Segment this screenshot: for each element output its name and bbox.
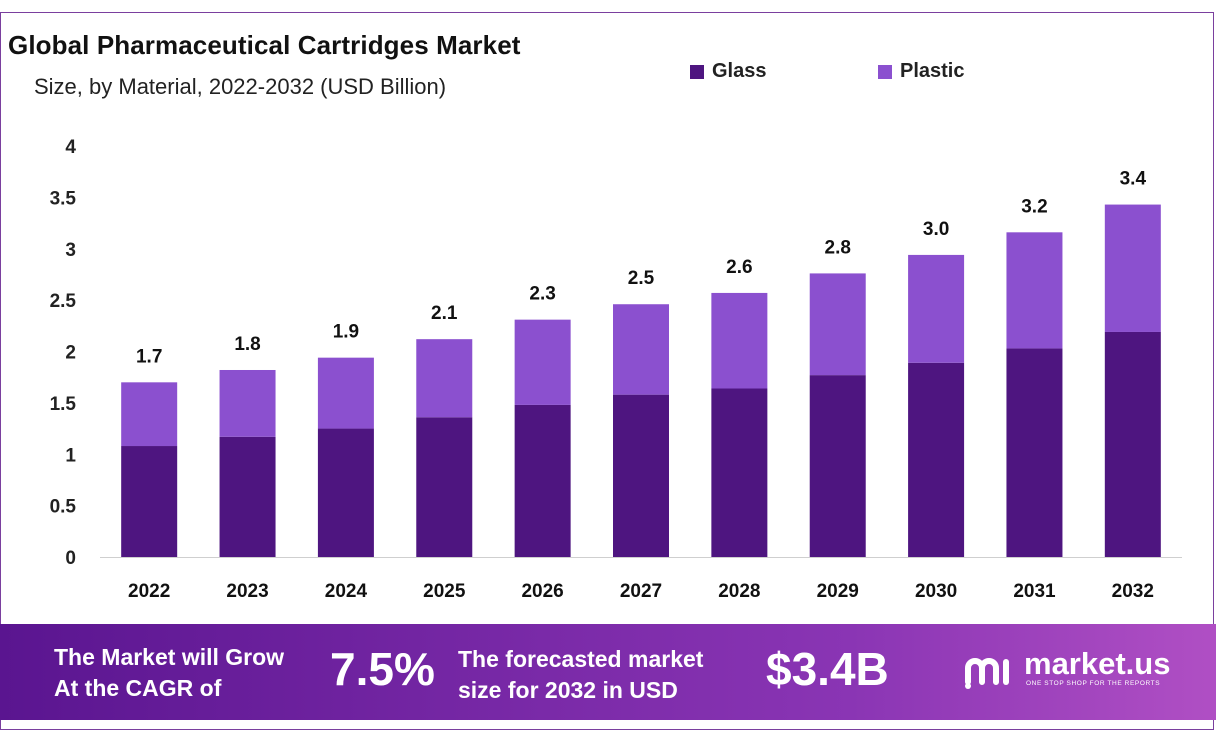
y-tick-label: 2: [65, 343, 76, 364]
bar-glass-2028: [711, 388, 768, 557]
legend-swatch-plastic: [878, 64, 892, 79]
bar-plastic-2026: [514, 319, 571, 405]
bar-plastic-2022: [121, 382, 178, 447]
x-tick-label: 2026: [521, 581, 563, 602]
y-tick-label: 1.5: [50, 394, 77, 415]
forecast-value: $3.4B: [766, 643, 889, 695]
chart-title: Global Pharmaceutical Cartridges Market: [8, 30, 521, 60]
data-label-total: 2.6: [726, 257, 752, 278]
bar-glass-2027: [613, 394, 669, 557]
x-tick-label: 2025: [423, 581, 466, 602]
data-label-total: 2.5: [628, 268, 655, 289]
forecast-text-line1: The forecasted market: [458, 646, 704, 672]
data-label-total: 3.0: [923, 219, 949, 240]
x-tick-label: 2028: [718, 581, 760, 602]
bar-plastic-2027: [613, 304, 669, 395]
bar-plastic-2030: [908, 254, 965, 363]
legend-label-plastic: Plastic: [900, 60, 965, 82]
forecast-text: The forecasted market size for 2032 in U…: [458, 644, 703, 706]
x-tick-label: 2024: [325, 581, 368, 602]
y-tick-label: 3: [65, 240, 76, 261]
y-tick-label: 0: [65, 548, 76, 569]
logo-tagline: ONE STOP SHOP FOR THE REPORTS: [1026, 680, 1161, 687]
data-label-total: 1.9: [333, 322, 359, 343]
bar-plastic-2032: [1104, 204, 1161, 332]
bar-plastic-2023: [219, 369, 276, 437]
bar-glass-2032: [1104, 331, 1161, 557]
data-label-total: 2.1: [431, 303, 458, 324]
cagr-value: 7.5%: [330, 643, 435, 695]
cagr-text-line2: At the CAGR of: [54, 675, 222, 701]
y-tick-label: 2.5: [50, 291, 77, 312]
bar-plastic-2025: [416, 339, 473, 418]
x-tick-label: 2029: [817, 581, 859, 602]
bar-glass-2029: [809, 375, 866, 557]
bar-plastic-2031: [1006, 232, 1063, 349]
cagr-text: The Market will Grow At the CAGR of: [54, 642, 284, 704]
summary-banner: The Market will Grow At the CAGR of 7.5%…: [0, 624, 1216, 720]
bar-glass-2023: [219, 436, 276, 557]
y-tick-label: 3.5: [50, 188, 77, 209]
x-tick-label: 2030: [915, 581, 957, 602]
data-label-total: 3.4: [1120, 169, 1147, 190]
bar-plastic-2028: [711, 292, 768, 389]
market-us-logo-icon: [965, 658, 1009, 689]
x-tick-label: 2032: [1112, 581, 1154, 602]
x-tick-label: 2022: [128, 581, 170, 602]
bar-glass-2024: [317, 428, 374, 557]
logo-name: market.us: [1024, 646, 1171, 681]
data-label-total: 1.7: [136, 346, 162, 367]
bar-glass-2026: [514, 404, 571, 557]
cagr-text-line1: The Market will Grow: [54, 644, 285, 670]
data-label-total: 3.2: [1021, 196, 1047, 217]
bar-glass-2031: [1006, 348, 1063, 557]
legend-swatch-glass: [690, 64, 704, 79]
stacked-bar-chart: 0 0.5 1 1.5 2 2.5 3 3.5 4 1.7 2022 1.8 2023 1.9 2024 2.…: [50, 137, 1182, 602]
bar-glass-2025: [416, 417, 473, 557]
forecast-text-line2: size for 2032 in USD: [458, 677, 678, 703]
legend-item-glass: Glass: [690, 60, 766, 83]
legend-item-plastic: Plastic: [878, 60, 964, 83]
x-tick-label: 2027: [620, 581, 662, 602]
x-tick-label: 2031: [1013, 581, 1056, 602]
legend-label-glass: Glass: [712, 60, 767, 82]
y-tick-label: 0.5: [50, 497, 77, 518]
x-tick-label: 2023: [226, 581, 268, 602]
bar-glass-2022: [121, 446, 178, 557]
data-label-total: 1.8: [234, 334, 260, 355]
bar-plastic-2024: [317, 357, 374, 429]
bar-plastic-2029: [809, 273, 866, 376]
bar-glass-2030: [908, 362, 965, 557]
chart-subtitle: Size, by Material, 2022-2032 (USD Billio…: [34, 74, 447, 99]
y-tick-label: 4: [65, 137, 76, 158]
y-tick-label: 1: [65, 445, 76, 466]
data-label-total: 2.3: [529, 284, 555, 305]
data-label-total: 2.8: [825, 237, 851, 258]
